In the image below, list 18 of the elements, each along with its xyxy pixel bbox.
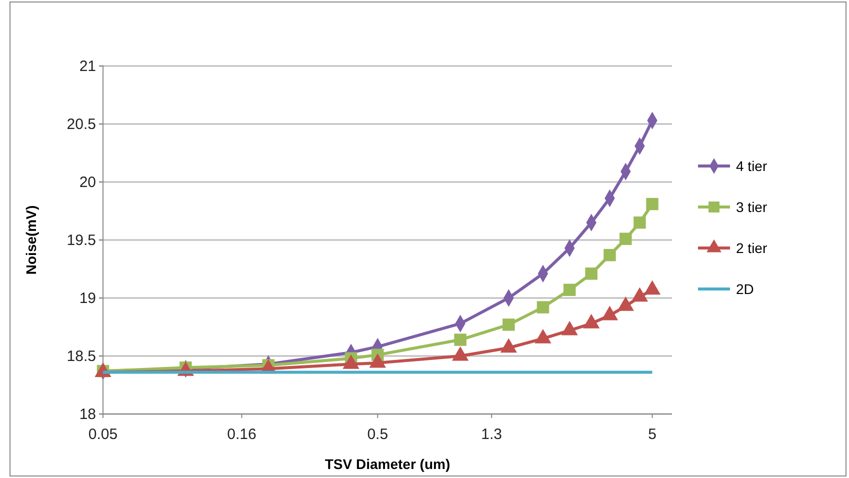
x-tick-label: 1.3 [481, 426, 502, 443]
x-tick-label: 0.16 [227, 426, 256, 443]
x-axis-title: TSV Diameter (um) [324, 456, 450, 472]
legend-label: 4 tier [736, 158, 768, 174]
x-tick-label: 0.5 [367, 426, 388, 443]
legend-label: 2 tier [736, 240, 768, 256]
y-tick-label: 18.5 [66, 348, 96, 365]
y-tick-label: 18 [79, 406, 96, 423]
y-tick-label: 19 [79, 290, 96, 307]
legend-label: 2D [736, 281, 754, 297]
y-tick-label: 21 [79, 58, 96, 75]
y-tick-label: 20 [79, 174, 96, 191]
y-tick-label: 19.5 [66, 232, 96, 249]
x-tick-label: 5 [648, 426, 656, 443]
x-tick-label: 0.05 [88, 426, 118, 443]
legend-label: 3 tier [736, 199, 768, 215]
y-tick-label: 20.5 [66, 116, 96, 133]
y-axis-title: Noise(mV) [23, 205, 39, 275]
